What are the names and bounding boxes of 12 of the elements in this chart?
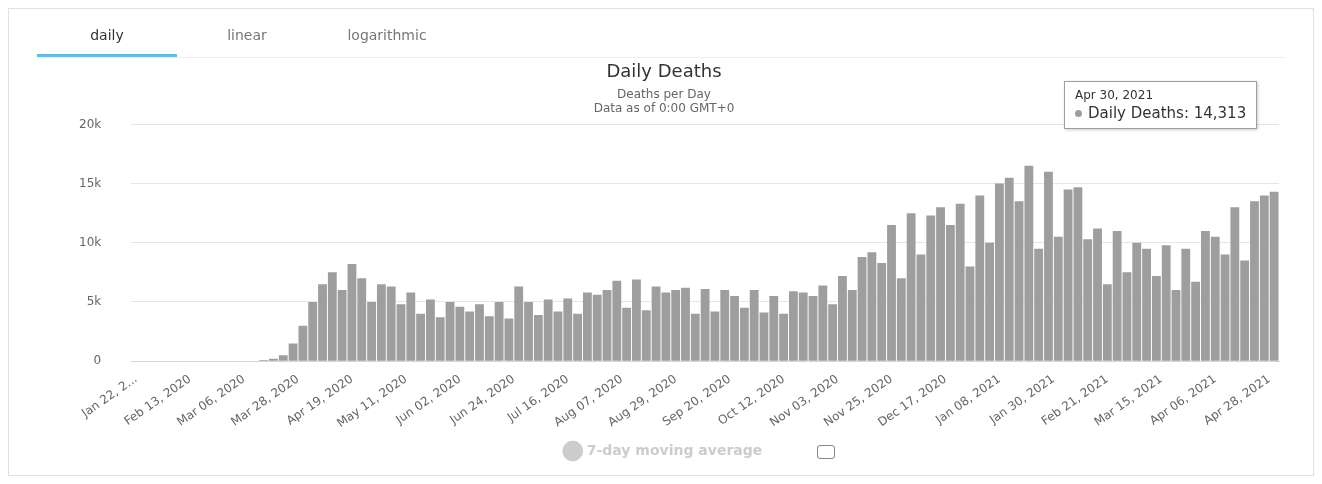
y-tick-label: 5k <box>86 294 102 309</box>
y-tick-label: 10k <box>79 234 102 249</box>
text: logarithmic <box>346 26 428 45</box>
chart-title: Daily Deaths <box>606 60 722 82</box>
chart-subtitle: Deaths per Day Data as of 0:00 GMT+0 <box>593 86 735 116</box>
text: linear <box>226 26 268 45</box>
text: Daily Deaths: 14,313 <box>1088 103 1247 123</box>
y-tick-label: 0 <box>93 353 102 368</box>
text: daily <box>37 9 177 57</box>
y-tick-label: 20k <box>79 116 102 131</box>
y-tick-label: 15k <box>79 175 102 190</box>
text: Apr 30, 2021 <box>1075 87 1154 103</box>
